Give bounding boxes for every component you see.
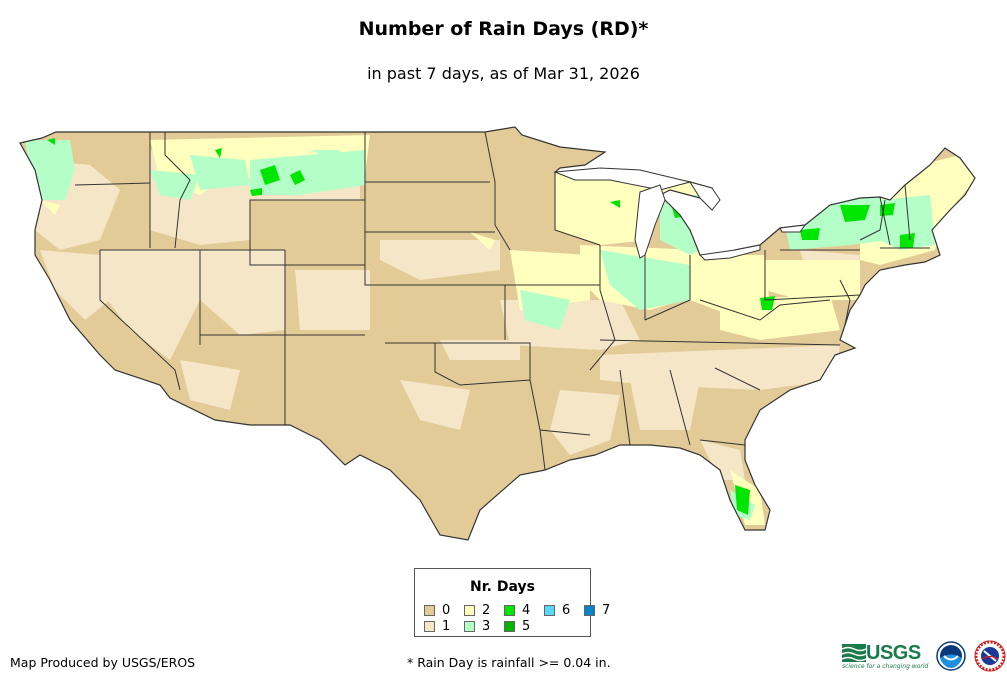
legend-label-6: 6 — [562, 602, 571, 618]
rain-day-note: * Rain Day is rainfall >= 0.04 in. — [407, 655, 611, 670]
agency-logos: USGS science for a changing world — [842, 640, 1006, 672]
legend-item-2: 2 — [464, 603, 504, 618]
legend-item-4: 4 — [504, 603, 544, 618]
legend-item-5: 5 — [504, 619, 544, 634]
legend-label-5: 5 — [522, 618, 531, 634]
noaa-logo-icon — [936, 641, 967, 671]
rain-days-map — [19, 126, 976, 541]
swatch-3 — [464, 620, 475, 632]
precip-regions — [20, 127, 975, 540]
state-boundaries — [74, 131, 930, 471]
legend-item-1: 1 — [424, 619, 464, 634]
legend-label-4: 4 — [522, 602, 531, 618]
usgs-tagline: science for a changing world — [842, 662, 929, 670]
map-subtitle: in past 7 days, as of Mar 31, 2026 — [367, 64, 640, 83]
swatch-0 — [424, 604, 435, 616]
swatch-6 — [544, 604, 555, 616]
legend-row: 0 2 4 6 7 — [424, 602, 624, 618]
legend-label-2: 2 — [482, 602, 491, 618]
nws-logo-icon — [974, 640, 1006, 672]
legend-label-1: 1 — [442, 618, 451, 634]
swatch-2 — [464, 604, 475, 616]
usgs-wave-icon — [842, 643, 866, 662]
legend-label-3: 3 — [482, 618, 491, 634]
usgs-text: USGS — [866, 641, 921, 664]
legend-grid: 0 2 4 6 7 1 3 5 — [424, 602, 624, 634]
usgs-logo: USGS science for a changing world — [842, 643, 928, 670]
great-lakes — [554, 167, 807, 261]
legend-label-0: 0 — [442, 602, 451, 618]
swatch-7 — [584, 604, 595, 616]
legend-item-3: 3 — [464, 619, 504, 634]
legend-item-6: 6 — [544, 603, 584, 618]
legend-title: Nr. Days — [470, 579, 535, 595]
swatch-1 — [424, 620, 435, 632]
legend-item-7: 7 — [584, 603, 624, 618]
legend-label-7: 7 — [602, 602, 611, 618]
legend-row: 1 3 5 — [424, 618, 624, 634]
map-credit: Map Produced by USGS/EROS — [10, 655, 196, 670]
legend-item-0: 0 — [424, 603, 464, 618]
swatch-5 — [504, 620, 515, 632]
legend: Nr. Days 0 2 4 6 7 1 3 5 — [414, 568, 610, 637]
map-title: Number of Rain Days (RD)* — [358, 18, 649, 40]
swatch-4 — [504, 604, 515, 616]
